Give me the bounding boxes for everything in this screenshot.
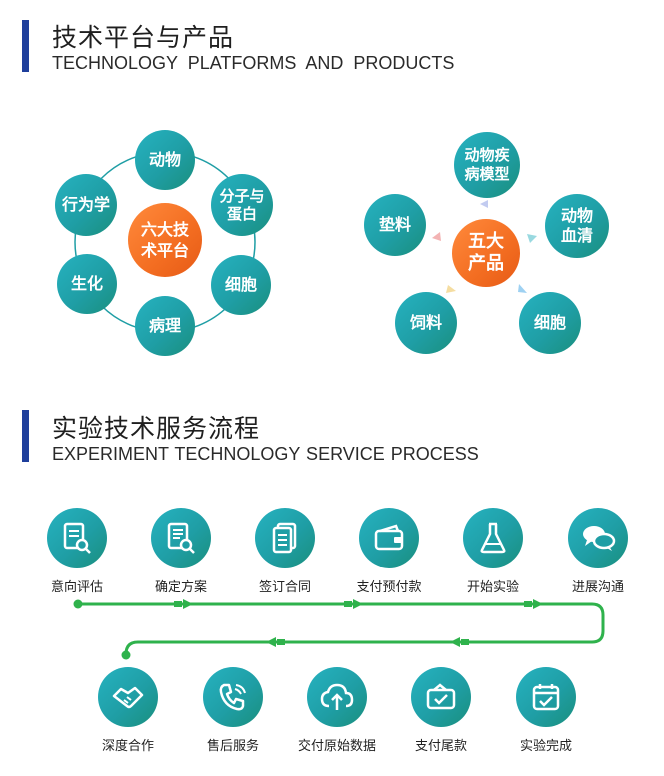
platform-animal: 动物 [135, 130, 195, 190]
payment-card-icon [411, 667, 471, 727]
product-hub: 五大 产品 [452, 219, 520, 287]
flask-icon [463, 508, 523, 568]
product-animal-serum: 动物 血清 [545, 194, 609, 258]
cloud-upload-icon [307, 667, 367, 727]
process-step-label: 售后服务 [206, 739, 259, 754]
product-bedding: 垫料 [364, 194, 426, 256]
handshake-icon [98, 667, 158, 727]
section-accent-bar [22, 20, 29, 72]
product-animal-disease-model: 动物疾 病模型 [454, 132, 520, 198]
platform-molecular-protein: 分子与 蛋白 [211, 174, 273, 236]
chat-bubbles-icon [568, 508, 628, 568]
process-step-label: 支付预付款 [356, 580, 422, 595]
phone-icon [203, 667, 263, 727]
platform-cell: 细胞 [211, 255, 271, 315]
process-step-label: 交付原始数据 [297, 739, 376, 754]
process-step-label: 实验完成 [519, 739, 572, 754]
section-accent-bar [22, 410, 29, 462]
process-step-label: 进展沟通 [571, 580, 624, 595]
process-step-label: 确定方案 [154, 580, 207, 595]
section-title: 技术平台与产品 [52, 23, 235, 52]
platform-behavior: 行为学 [55, 174, 117, 236]
platform-biochemistry: 生化 [57, 254, 117, 314]
documents-icon [255, 508, 315, 568]
product-cell: 细胞 [519, 292, 581, 354]
calendar-check-icon [516, 667, 576, 727]
process-step-label: 支付尾款 [414, 739, 467, 754]
section-subtitle: EXPERIMENT TECHNOLOGY SERVICE PROCESS [52, 444, 479, 464]
process-step-label: 开始实验 [466, 580, 519, 595]
process-step-label: 意向评估 [50, 580, 103, 595]
product-feed: 饲料 [395, 292, 457, 354]
document-search-icon [151, 508, 211, 568]
platform-pathology: 病理 [135, 296, 195, 356]
platform-hub: 六大技 术平台 [128, 203, 202, 277]
process-step-label: 签订合同 [258, 580, 311, 595]
process-step-label: 深度合作 [101, 739, 154, 754]
wallet-icon [359, 508, 419, 568]
section-subtitle: TECHNOLOGY PLATFORMS AND PRODUCTS [52, 53, 455, 73]
section-title: 实验技术服务流程 [52, 414, 261, 443]
document-search-icon [47, 508, 107, 568]
